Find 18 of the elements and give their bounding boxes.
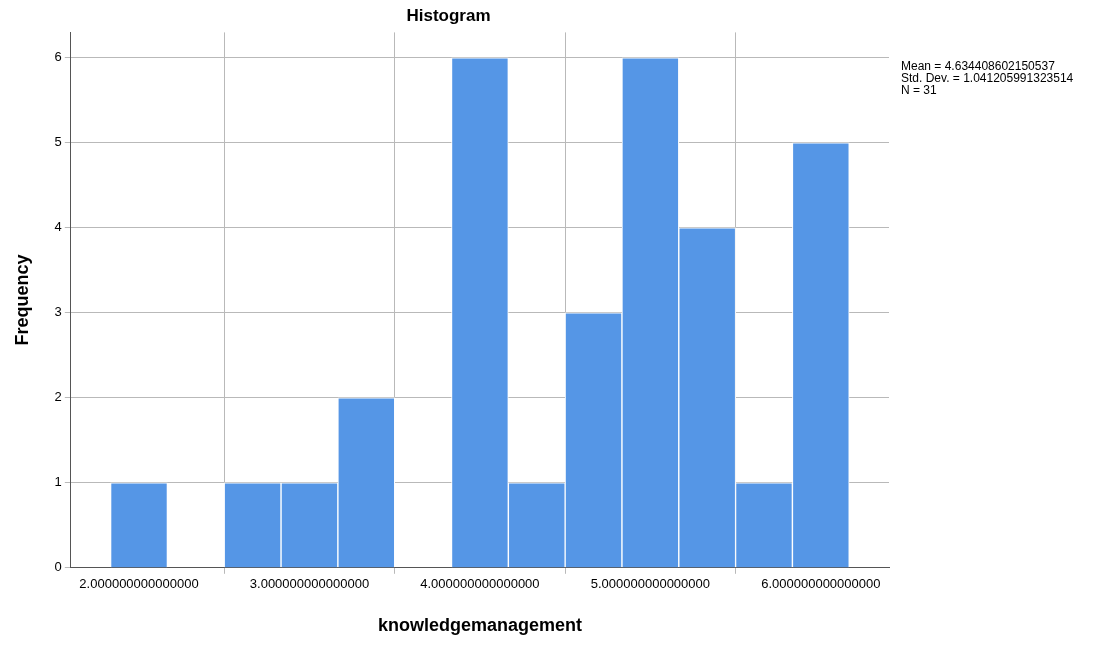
x-tick-label: 4.000000000000000 (420, 576, 540, 592)
text: N = 31 (901, 82, 938, 97)
y-tick-label: 6 (54, 49, 62, 65)
text: Std. Dev. = 1.041205991323514 (901, 70, 1074, 85)
text: Mean = 4.634408602150537 (901, 58, 1056, 73)
x-tick-label: 2.000000000000000 (79, 576, 199, 592)
x-tick-label: 6.000000000000000 (761, 576, 881, 592)
y-tick-label: 4 (54, 219, 62, 235)
y-tick-label: 5 (54, 134, 62, 150)
y-tick-label: 1 (54, 474, 62, 490)
y-tick-label: 2 (54, 389, 62, 405)
x-tick-label: 3.000000000000000 (249, 576, 370, 592)
x-axis-title: knowledgemanagement (377, 615, 582, 636)
y-tick-label: 0 (54, 559, 62, 575)
chart-title: Histogram (406, 5, 491, 25)
y-tick-label: 3 (54, 304, 62, 320)
y-axis-title: Frequency (11, 254, 32, 346)
x-tick-label: 5.000000000000000 (590, 576, 711, 592)
